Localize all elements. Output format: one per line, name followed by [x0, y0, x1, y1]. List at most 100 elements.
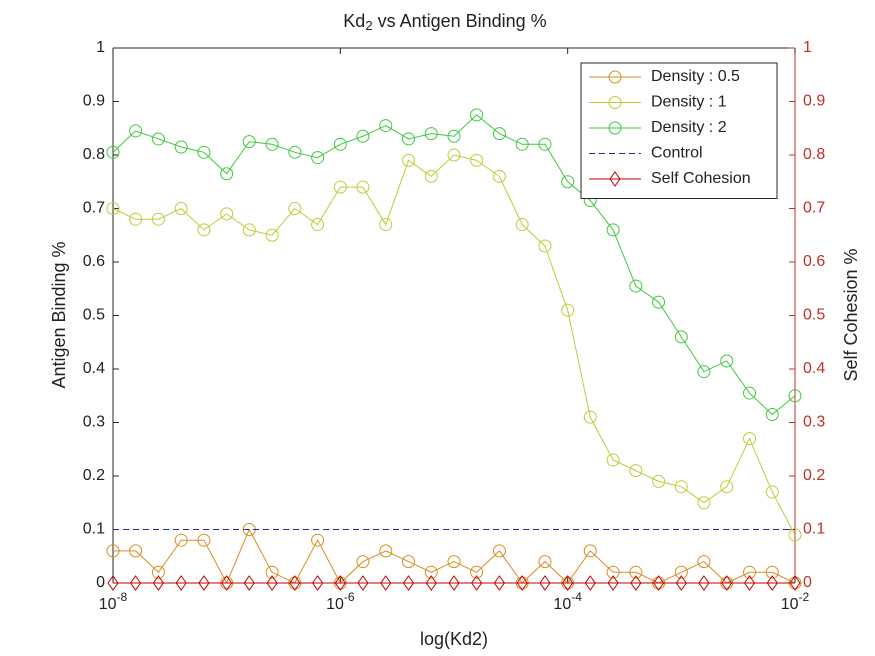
data-point	[311, 575, 324, 591]
data-point	[606, 453, 620, 467]
data-point	[629, 565, 643, 579]
data-point	[106, 544, 120, 558]
data-point	[380, 575, 392, 591]
data-point	[242, 135, 256, 149]
data-point	[288, 145, 302, 159]
data-point	[788, 528, 802, 542]
data-point	[107, 575, 119, 591]
data-point	[311, 533, 325, 547]
y-tick-label: 0	[96, 574, 105, 591]
data-point	[266, 575, 278, 591]
x-tick-label: 10-4	[553, 590, 582, 613]
data-point	[424, 565, 438, 579]
legend-box	[580, 62, 778, 199]
data-point	[174, 202, 188, 215]
data-point	[152, 575, 165, 591]
data-point	[743, 386, 757, 400]
x-tick-label: 10-6	[326, 590, 355, 613]
data-point	[356, 555, 370, 569]
data-point	[334, 575, 346, 591]
data-point	[674, 480, 688, 494]
data-point	[129, 575, 142, 591]
data-point	[765, 485, 779, 499]
x-axis-label: log(Kd2)	[420, 629, 488, 649]
data-point	[447, 148, 461, 162]
y2-axis-label: Self Cohesion %	[841, 248, 861, 381]
legend-label: Self Cohesion	[651, 170, 751, 187]
y2-tick-label: 0.5	[803, 307, 825, 324]
data-point	[538, 137, 552, 151]
data-point	[447, 555, 461, 569]
data-point	[607, 575, 619, 591]
data-point	[561, 175, 575, 189]
data-point	[425, 575, 437, 591]
y2-tick-label: 0.4	[803, 360, 825, 377]
data-point	[789, 575, 801, 591]
data-point	[538, 555, 552, 569]
data-point	[630, 575, 642, 591]
data-point	[379, 218, 393, 232]
data-point	[765, 407, 779, 421]
x-tick-base: 10	[781, 596, 799, 613]
x-tick-label: 10-2	[781, 590, 810, 613]
data-point	[106, 145, 120, 159]
data-point	[402, 132, 416, 146]
data-point	[357, 575, 369, 591]
data-point	[402, 575, 415, 591]
data-point	[333, 180, 347, 194]
y2-tick-label: 1	[803, 39, 812, 56]
data-point	[652, 474, 666, 488]
y2-tick-label: 0.6	[803, 253, 825, 270]
y2-tick-label: 0.9	[803, 93, 825, 110]
data-point	[402, 555, 416, 569]
data-point	[197, 145, 211, 159]
data-point	[220, 167, 234, 181]
x-tick-base: 10	[326, 596, 344, 613]
data-point	[606, 565, 620, 579]
x-tick-exponent: -6	[344, 590, 355, 604]
data-point	[675, 575, 687, 591]
x-tick-base: 10	[553, 596, 571, 613]
x-tick-label: 10-8	[99, 590, 128, 613]
x-tick-base: 10	[99, 596, 117, 613]
legend-marker	[608, 121, 622, 135]
data-point	[129, 544, 143, 558]
legend-marker	[608, 96, 622, 109]
data-point	[583, 410, 597, 424]
data-point	[265, 565, 279, 579]
x-tick-exponent: -8	[117, 590, 128, 604]
data-point	[174, 140, 188, 154]
y-tick-label: 0.4	[83, 360, 105, 377]
data-point	[720, 354, 734, 368]
data-point	[470, 108, 484, 122]
data-point	[743, 575, 756, 591]
legend-marker	[608, 70, 622, 84]
data-point	[516, 575, 528, 591]
data-point	[539, 575, 551, 591]
series-line	[112, 114, 796, 416]
legend-label: Density : 2	[651, 119, 727, 136]
data-point	[289, 575, 301, 591]
data-point	[606, 223, 620, 237]
data-point	[151, 132, 165, 146]
data-point	[197, 223, 211, 237]
y-axis-label: Antigen Binding %	[49, 241, 69, 388]
data-point	[379, 544, 393, 558]
data-point	[766, 575, 778, 591]
data-point	[243, 575, 255, 591]
data-point	[221, 575, 233, 591]
data-point	[448, 575, 460, 591]
data-point	[175, 575, 187, 591]
data-point	[698, 575, 710, 591]
data-point	[288, 202, 302, 215]
data-point	[561, 303, 575, 317]
data-point	[538, 239, 552, 253]
y-tick-label: 0.6	[83, 253, 105, 270]
y-tick-label: 0.9	[83, 93, 105, 110]
data-point	[447, 129, 461, 143]
data-point	[652, 295, 666, 309]
chart-title: Kd2 vs Antigen Binding %	[343, 11, 546, 34]
series-line	[112, 154, 796, 536]
data-point	[470, 575, 483, 591]
